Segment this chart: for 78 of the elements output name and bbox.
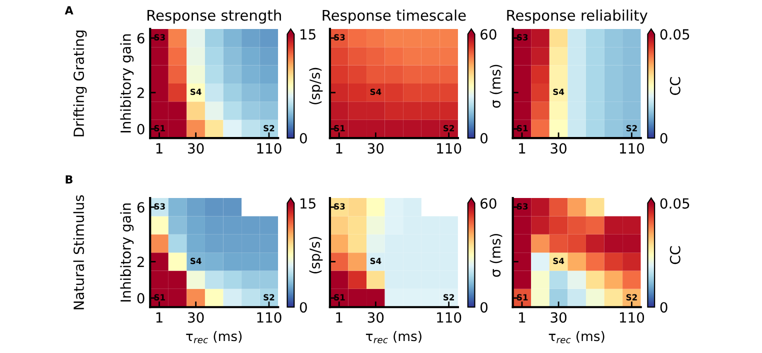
color-bar-title: (sp/s)	[309, 68, 323, 104]
y-tick-label: 2	[137, 88, 144, 98]
x-tick-label: 1	[156, 143, 162, 154]
x-tick-label: 110	[257, 143, 282, 154]
chart-title: Response timescale	[322, 10, 466, 24]
y-tick-label: 6	[137, 202, 144, 213]
x-axis-title: τ$_{rec}$ (ms)	[366, 330, 422, 344]
color-bar-title: CC	[670, 246, 680, 264]
x-tick-label: 30	[368, 312, 384, 323]
annotation: S1	[154, 125, 165, 132]
color-bar-label: 0.05	[660, 29, 690, 40]
x-tick-label: 30	[550, 143, 566, 154]
annotation: S4	[370, 88, 382, 95]
annotation: S1	[334, 125, 345, 132]
annotation: S1	[334, 294, 345, 300]
x-tick-label: 1	[336, 312, 342, 323]
text: Drifting Grating	[73, 30, 87, 136]
color-bar-label: 0	[660, 302, 668, 313]
color-bar-label: 0	[300, 302, 307, 313]
annotation: S2	[444, 294, 454, 300]
annotation: S1	[154, 294, 165, 300]
x-tick-label: 110	[620, 312, 644, 323]
color-bar-label: 0.05	[660, 198, 690, 209]
annotation: S4	[370, 258, 382, 264]
annotation: S1	[517, 125, 528, 132]
annotation: S2	[264, 294, 274, 300]
color-bar-title: (sp/s)	[309, 236, 323, 274]
x-tick-label: 110	[437, 312, 462, 323]
x-axis-title: τ$_{rec}$ (ms)	[548, 330, 604, 344]
x-tick-label: 110	[620, 143, 644, 154]
y-axis-title: Inhibitory gain	[120, 34, 134, 132]
annotation: S2	[444, 125, 454, 132]
x-tick-label: 1	[336, 143, 342, 154]
y-tick-label: 0	[137, 292, 144, 304]
text: B	[66, 175, 72, 184]
x-tick-label: 110	[257, 312, 282, 323]
annotation: S2	[626, 294, 637, 300]
text: Natural Stimulus	[73, 195, 84, 310]
x-tick-label: 30	[550, 312, 566, 323]
annotation: S3	[154, 34, 165, 40]
annotation: S4	[190, 258, 202, 264]
color-bar-label: 0	[480, 302, 488, 313]
annotation: S4	[190, 88, 202, 95]
annotation: S3	[517, 34, 528, 40]
y-tick-label: 2	[137, 256, 144, 267]
annotation: S2	[264, 125, 274, 132]
color-bar-label: 15	[300, 29, 316, 40]
annotation: S1	[517, 294, 528, 300]
color-bar-title: σ (ms)	[490, 234, 502, 277]
color-bar-label: 60	[480, 29, 496, 40]
color-bar-label: 0	[300, 132, 307, 144]
annotation: S3	[154, 203, 165, 210]
x-tick-label: 30	[368, 143, 384, 154]
color-bar-label: 0	[480, 132, 488, 144]
x-tick-label: 1	[519, 143, 526, 154]
x-axis-title: τ$_{rec}$ (ms)	[186, 330, 242, 344]
annotation: S3	[334, 203, 345, 210]
annotation: S3	[517, 203, 528, 210]
color-bar-title: σ (ms)	[490, 64, 502, 108]
color-bar-title: CC	[670, 77, 680, 95]
y-tick-label: 0	[137, 124, 144, 134]
y-axis-title: Inhibitory gain	[120, 203, 134, 302]
x-tick-label: 1	[156, 312, 162, 323]
x-tick-label: 110	[437, 143, 462, 154]
chart-title: Response strength	[148, 10, 281, 24]
x-tick-label: 30	[188, 143, 204, 154]
chart-title: Response reliability	[507, 10, 648, 24]
color-bar-label: 15	[300, 198, 316, 209]
color-bar-label: 60	[480, 198, 496, 209]
x-tick-label: 1	[519, 312, 526, 323]
annotation: S2	[626, 125, 637, 132]
annotation: S3	[334, 34, 345, 40]
x-tick-label: 30	[188, 312, 204, 323]
annotation: S4	[553, 88, 564, 95]
color-bar-label: 0	[660, 132, 668, 144]
text: A	[64, 6, 74, 14]
y-tick-label: 6	[137, 33, 144, 44]
annotation: S4	[553, 258, 564, 264]
